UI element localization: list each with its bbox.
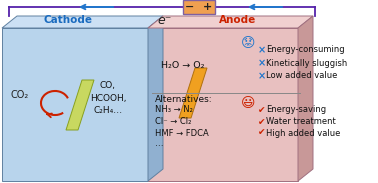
Polygon shape [148, 16, 313, 28]
Text: Cathode: Cathode [43, 15, 93, 25]
Text: Low added value: Low added value [266, 72, 338, 81]
Text: Cl⁻ → Cl₂: Cl⁻ → Cl₂ [155, 117, 191, 126]
Polygon shape [2, 16, 163, 28]
Text: Kinetically sluggish: Kinetically sluggish [266, 59, 347, 68]
Text: +: + [203, 2, 212, 12]
Text: ×: × [258, 58, 266, 68]
Polygon shape [179, 68, 207, 118]
Text: e⁻: e⁻ [158, 14, 172, 27]
Polygon shape [298, 16, 313, 181]
Text: High added value: High added value [266, 128, 340, 137]
Text: Alternatives:: Alternatives: [155, 94, 212, 104]
Text: ...: ... [155, 139, 164, 147]
Text: HMF → FDCA: HMF → FDCA [155, 128, 209, 137]
Text: H₂O → O₂: H₂O → O₂ [161, 61, 205, 70]
Text: Energy-saving: Energy-saving [266, 106, 326, 115]
FancyBboxPatch shape [183, 0, 215, 14]
Text: Anode: Anode [219, 15, 257, 25]
Text: ✔: ✔ [258, 128, 266, 137]
Text: ×: × [258, 45, 266, 55]
Text: −: − [185, 2, 195, 12]
Polygon shape [148, 28, 298, 181]
Text: Energy-consuming: Energy-consuming [266, 46, 345, 55]
Polygon shape [2, 28, 148, 181]
Text: 😃: 😃 [241, 96, 255, 110]
Text: NH₃ → N₂: NH₃ → N₂ [155, 106, 193, 115]
Polygon shape [148, 16, 163, 181]
Polygon shape [66, 80, 94, 130]
Text: 😟: 😟 [241, 36, 255, 50]
Text: Water treatment: Water treatment [266, 117, 336, 126]
Text: ×: × [258, 71, 266, 81]
Text: ✔: ✔ [258, 117, 266, 126]
Text: CO,
HCOOH,
C₂H₄…: CO, HCOOH, C₂H₄… [90, 81, 126, 115]
Text: ✔: ✔ [258, 106, 266, 115]
Text: CO₂: CO₂ [11, 90, 29, 100]
